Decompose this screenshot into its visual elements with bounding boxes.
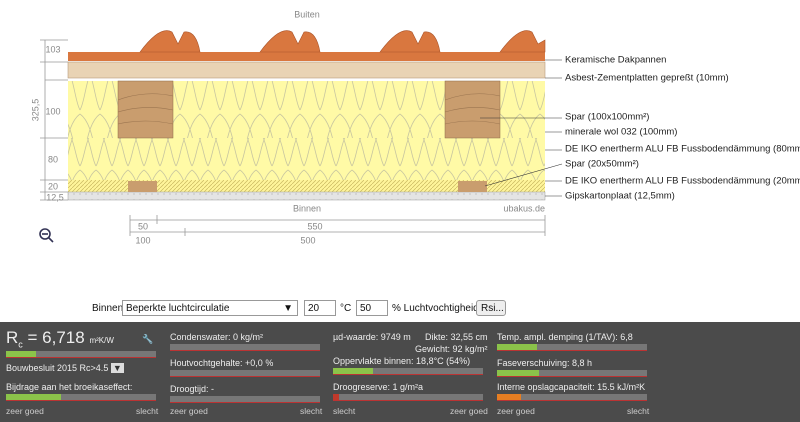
inside-label: Binnen bbox=[293, 203, 321, 213]
gauge bbox=[497, 394, 647, 401]
standard: Bouwbesluit 2015 Rc>4.5 ▼ bbox=[6, 363, 124, 373]
phase-shift: Faseverschuiving: 8,8 h bbox=[497, 358, 593, 368]
layer-label: Spar (20x50mm²) bbox=[565, 159, 639, 170]
gauge-fill bbox=[497, 370, 539, 376]
insulation-80 bbox=[68, 138, 545, 180]
scale-good: zeer goed bbox=[6, 406, 44, 416]
results-panel: Rc = 6,718 m²K/W 🔧 Bouwbesluit 2015 Rc>4… bbox=[0, 322, 800, 422]
dim-label: 20 bbox=[48, 181, 58, 191]
gauge bbox=[170, 396, 320, 403]
scale-bad: slecht bbox=[333, 406, 356, 416]
gauge bbox=[497, 344, 647, 351]
dim-label: 12,5 bbox=[46, 192, 64, 202]
leader-lines bbox=[480, 59, 563, 197]
drying-reserve: Droogreserve: 1 g/m²a bbox=[333, 382, 424, 392]
storage: Interne opslagcapaciteit: 15.5 kJ/m²K bbox=[497, 382, 646, 392]
wood-moisture: Houtvochtgehalte: +0,0 % bbox=[170, 358, 274, 368]
roof-tiles bbox=[139, 30, 546, 53]
rafter bbox=[444, 80, 501, 139]
wood-grain bbox=[117, 93, 501, 125]
dim-label: 103 bbox=[45, 44, 60, 54]
diagram: Buiten 103 325,5 100 80 20 12,5 Keramisc… bbox=[30, 9, 800, 245]
dim-label: 100 bbox=[45, 106, 60, 116]
layer-label: DE IKO enertherm ALU FB Fussbodendämmung… bbox=[565, 176, 800, 187]
dim-label: 550 bbox=[307, 221, 322, 231]
layer-label: Spar (100x100mm²) bbox=[565, 112, 649, 123]
weight: Gewicht: 92 kg/m² bbox=[415, 344, 488, 354]
climate-select[interactable]: Beperkte luchtcirculatie ▼ bbox=[122, 300, 298, 316]
gauge-fill bbox=[6, 394, 61, 400]
dropdown[interactable]: ▼ bbox=[110, 363, 124, 373]
inside-label: Binnen: bbox=[92, 303, 126, 314]
gauge bbox=[333, 394, 483, 401]
layer-label: Gipskartonplaat (12,5mm) bbox=[565, 191, 675, 202]
batten bbox=[458, 181, 487, 192]
layer-label: Asbest-Zementplatten gepreßt (10mm) bbox=[565, 73, 729, 84]
gauge-fill bbox=[497, 344, 537, 350]
scale-bad: slecht bbox=[136, 406, 159, 416]
select-value: Beperkte luchtcirculatie bbox=[126, 303, 230, 314]
gauge bbox=[333, 368, 483, 375]
scale-good: zeer goed bbox=[170, 406, 208, 416]
gypsum bbox=[67, 191, 546, 201]
temp-unit: °C bbox=[340, 303, 352, 314]
layer-label: Keramische Dakpannen bbox=[565, 55, 666, 66]
temperature-input[interactable]: 20 bbox=[304, 300, 336, 316]
rc-symbol: R bbox=[6, 328, 19, 347]
humidity-input[interactable]: 50 bbox=[356, 300, 388, 316]
dim-label: 100 bbox=[135, 235, 150, 245]
gauge-fill bbox=[497, 394, 521, 400]
scale-good: zeer goed bbox=[497, 406, 535, 416]
zoom-icon[interactable] bbox=[39, 228, 54, 243]
layer-label: DE IKO enertherm ALU FB Fussbodendämmung… bbox=[565, 144, 800, 155]
gauge bbox=[6, 351, 156, 358]
outside-label: Buiten bbox=[294, 9, 320, 19]
dim-label: 50 bbox=[138, 221, 148, 231]
bottom-scale bbox=[129, 215, 546, 236]
settings-icon[interactable]: 🔧 bbox=[142, 334, 154, 344]
cement-board bbox=[67, 61, 546, 79]
dim-label: 80 bbox=[48, 154, 58, 164]
left-scale bbox=[40, 39, 68, 201]
scale-bad: slecht bbox=[300, 406, 323, 416]
rc-unit: m²K/W bbox=[89, 336, 114, 345]
dim-label: 500 bbox=[300, 235, 315, 245]
humidity-unit: % Luchtvochtigheid bbox=[392, 303, 479, 314]
insulation-20 bbox=[68, 180, 545, 192]
rc-number: = 6,718 bbox=[27, 328, 85, 347]
rc-sub: c bbox=[18, 339, 23, 350]
greenhouse-label: Bijdrage aan het broeikaseffect: bbox=[6, 382, 133, 392]
standard-text: Bouwbesluit 2015 Rc>4.5 bbox=[6, 363, 109, 373]
rsi-button[interactable]: Rsi... bbox=[476, 300, 506, 316]
thickness: Dikte: 32,55 cm bbox=[425, 332, 488, 342]
batten bbox=[128, 181, 157, 192]
scale-good: zeer goed bbox=[450, 406, 488, 416]
gauge bbox=[170, 344, 320, 351]
roof-tiles bbox=[68, 52, 545, 61]
controls: Binnen: Beperkte luchtcirculatie ▼ 20 °C … bbox=[0, 300, 800, 320]
gauge-fill bbox=[6, 351, 36, 357]
sd-value: µd-waarde: 9749 m bbox=[333, 332, 411, 342]
rafter bbox=[117, 80, 174, 139]
damping: Temp. ampl. demping (1/TAV): 6,8 bbox=[497, 332, 633, 342]
surface-inside: Oppervlakte binnen: 18,8°C (54%) bbox=[333, 356, 471, 366]
rc-value: Rc = 6,718 m²K/W bbox=[6, 328, 114, 349]
condensate: Condenswater: 0 kg/m² bbox=[170, 332, 264, 342]
drying-time: Droogtijd: - bbox=[170, 384, 215, 394]
gauge-fill bbox=[333, 394, 339, 400]
scale-bad: slecht bbox=[627, 406, 650, 416]
gauge bbox=[170, 370, 320, 377]
gauge-fill bbox=[333, 368, 373, 374]
gauge bbox=[497, 370, 647, 377]
credit: ubakus.de bbox=[503, 203, 545, 213]
layer-label: minerale wol 032 (100mm) bbox=[565, 127, 677, 138]
dim-label: 325,5 bbox=[30, 99, 40, 122]
gauge bbox=[6, 394, 156, 401]
